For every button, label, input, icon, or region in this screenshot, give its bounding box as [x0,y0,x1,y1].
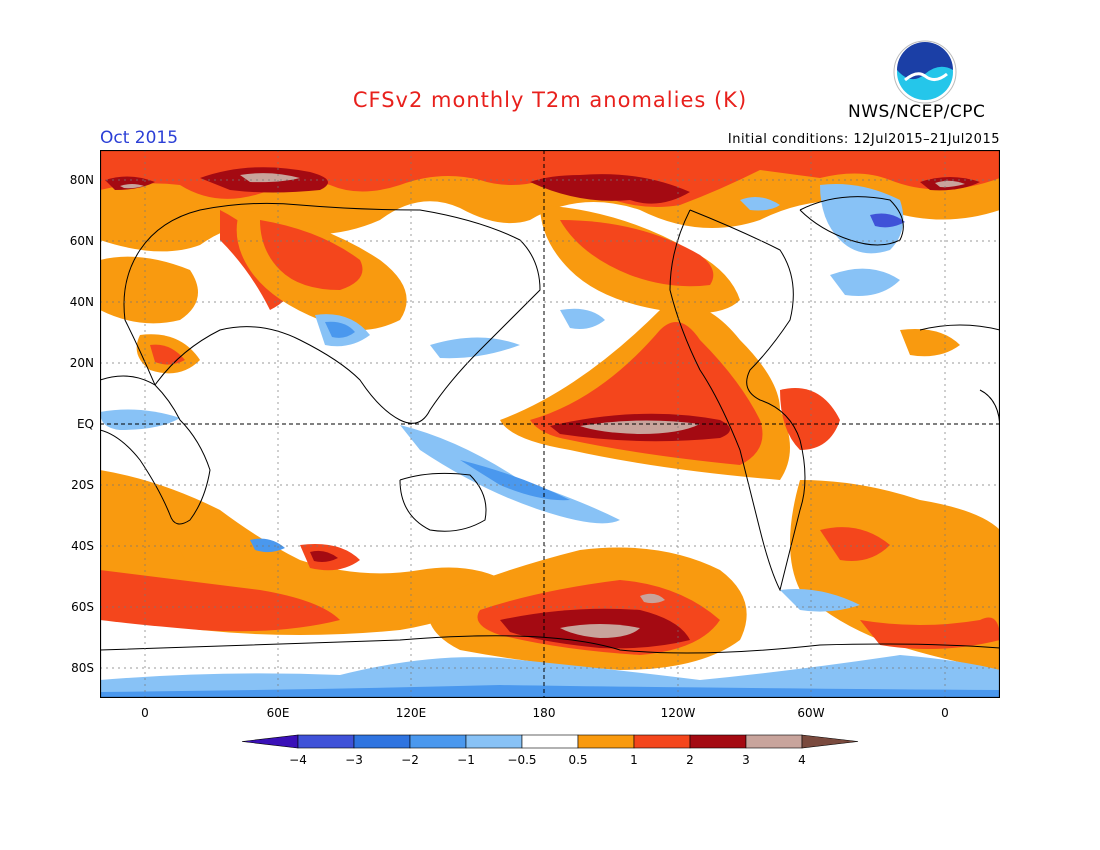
lon-label-60e: 60E [266,706,290,720]
agency-label: NWS/NCEP/CPC [848,102,986,122]
colorbar-label: −4 [289,753,307,767]
lon-label-120w: 120W [660,706,696,720]
continent-outlines [100,196,1000,654]
colorbar-label: 0.5 [568,753,587,767]
forecast-month: Oct 2015 [100,128,179,148]
colorbar-label: −2 [401,753,419,767]
colorbar-label: 2 [686,753,694,767]
lon-label-0: 0 [141,706,149,720]
lat-label-60n: 60N [69,234,94,248]
colorbar-swatch-4 [465,734,523,749]
lon-label-60w: 60W [797,706,825,720]
colorbar-swatch-10 [801,734,859,749]
chart-title: CFSv2 monthly T2m anomalies (K) [352,88,748,112]
colorbar-swatch-8 [689,734,747,749]
colorbar-label: 4 [798,753,806,767]
colorbar-label: −1 [457,753,475,767]
lon-label-180: 180 [532,706,556,720]
anomaly-region-north-pacific [540,205,740,314]
initial-conditions: Initial conditions: 12Jul2015–21Jul2015 [727,132,1000,147]
anomaly-region-south-pacific [428,547,747,670]
lat-label-80n: 80N [69,173,94,187]
lat-label-60s: 60S [71,600,94,614]
colorbar-swatch-7 [633,734,691,749]
colorbar-label: 3 [742,753,750,767]
anomaly-region-eurasia [100,210,407,374]
anomaly-region-antarctic [100,655,1000,698]
lat-label-20n: 20N [69,356,94,370]
lat-label-eq: EQ [76,417,94,431]
anomaly-map [100,150,1000,698]
colorbar-swatch-0 [241,734,299,749]
colorbar-swatch-2 [353,734,411,749]
colorbar-label: −0.5 [507,753,536,767]
colorbar-swatch-1 [297,734,355,749]
colorbar-swatch-6 [577,734,635,749]
colorbar-swatch-9 [745,734,803,749]
lat-label-80s: 80S [71,661,94,675]
noaa-logo [893,40,957,104]
reference-lines [100,150,1000,698]
colorbar-swatch-3 [409,734,467,749]
anomaly-region-southern [100,470,1000,670]
lat-label-20s: 20S [71,478,94,492]
colorbar-label: −3 [345,753,363,767]
colorbar: −4 −3 −2 −1 −0.5 0.5 1 2 3 4 [241,734,859,767]
lon-label-120e: 120E [395,706,427,720]
lat-label-40n: 40N [69,295,94,309]
grid-lines [100,150,1000,698]
map-frame [100,150,1000,698]
lat-label-40s: 40S [71,539,94,553]
lon-label-0-east: 0 [941,706,949,720]
anomaly-region-el-nino [500,304,840,480]
colorbar-swatch-5 [521,734,579,749]
colorbar-label: 1 [630,753,638,767]
